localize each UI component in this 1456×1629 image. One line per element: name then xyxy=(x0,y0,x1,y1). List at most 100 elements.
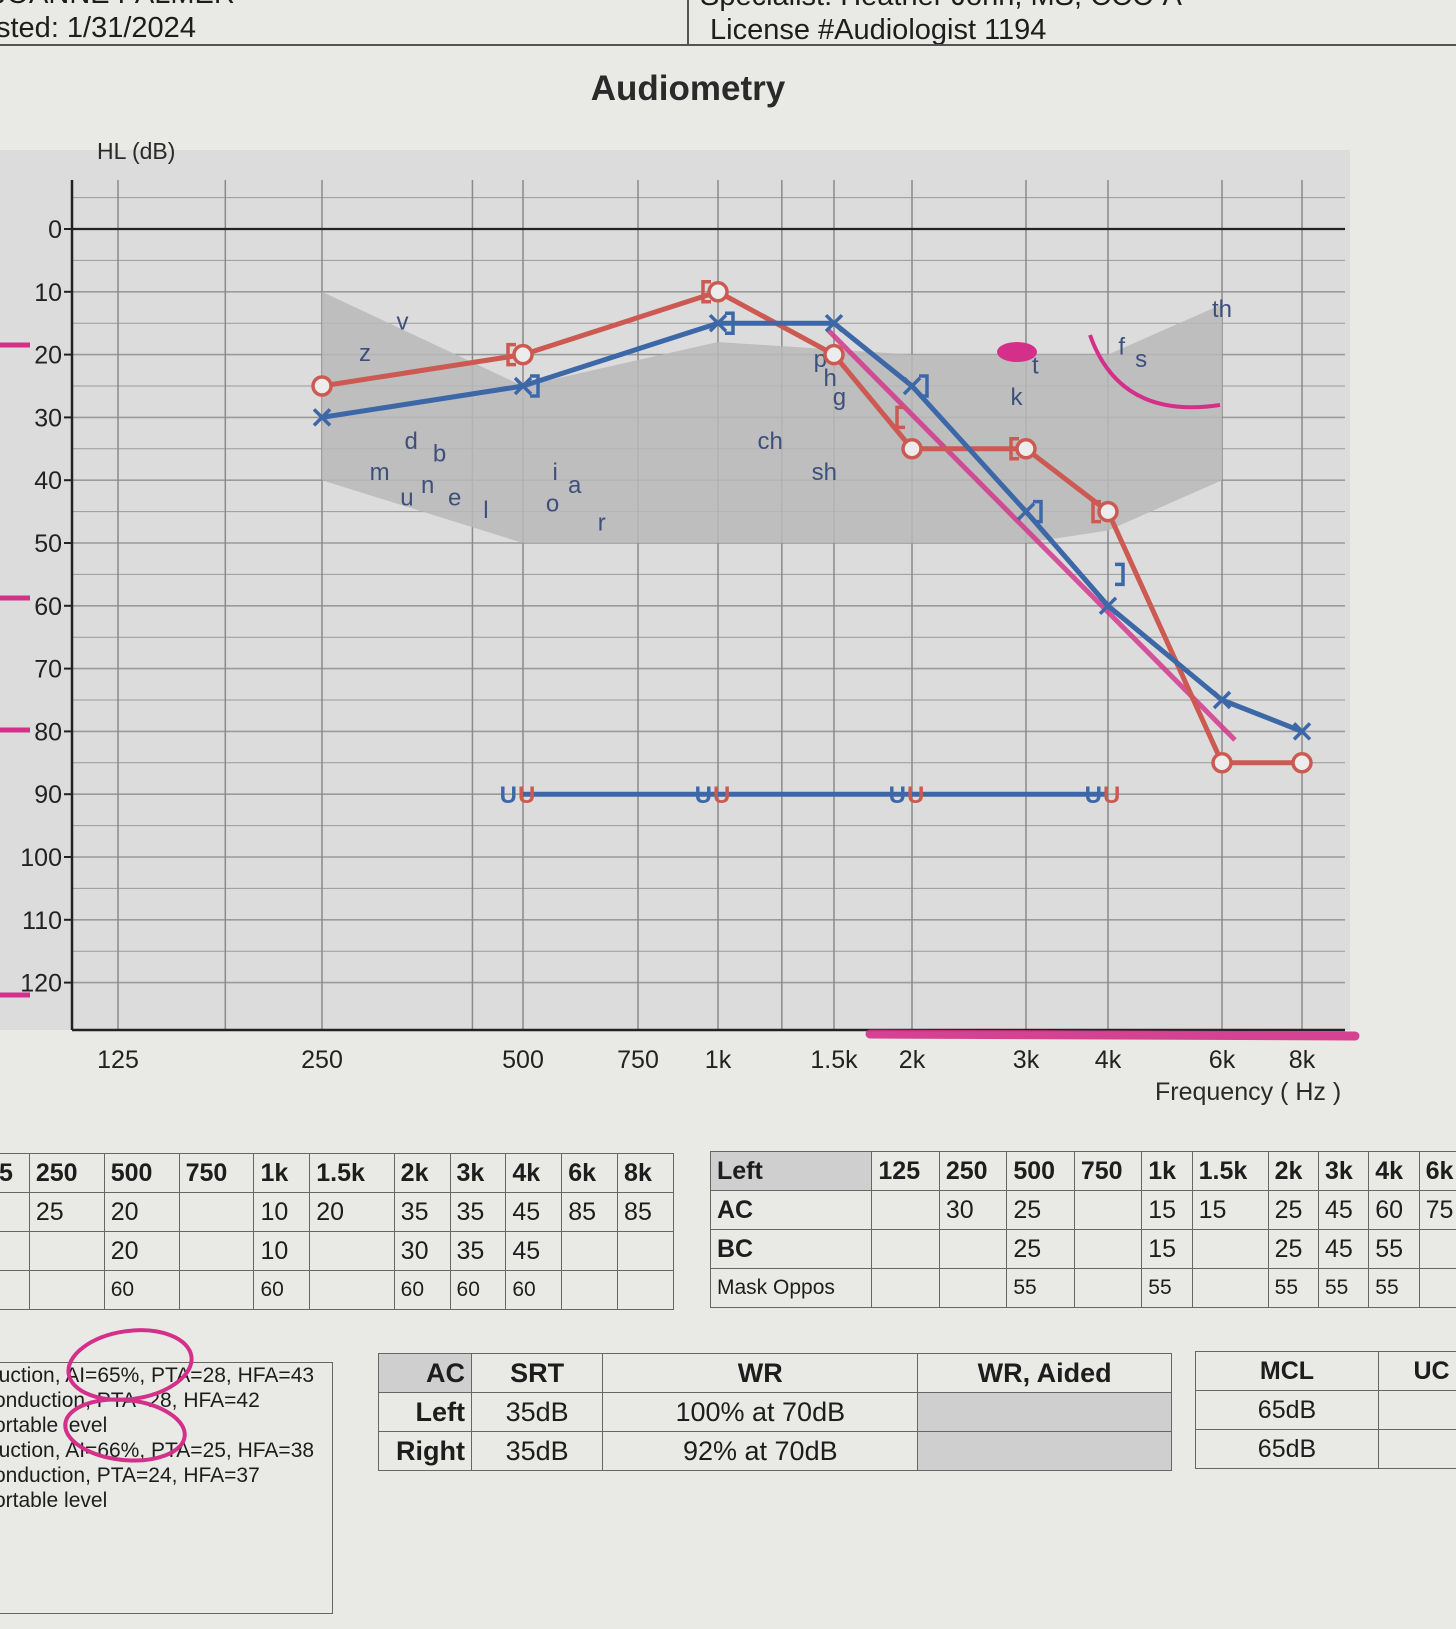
table-cell: 60 xyxy=(103,1270,180,1310)
table-cell: 20 xyxy=(309,1192,395,1232)
x-axis-label: Frequency ( Hz ) xyxy=(1155,1078,1341,1106)
row-label: AC xyxy=(709,1190,873,1230)
speech-table-header-srt: SRT xyxy=(470,1353,604,1393)
phoneme-label: b xyxy=(433,440,446,467)
masking-marker-left: U xyxy=(500,782,517,809)
phoneme-label: ch xyxy=(757,428,782,455)
license-number: License #Audiologist 1194 xyxy=(710,14,1047,46)
masking-marker-right: U xyxy=(1103,782,1120,809)
phoneme-label: t xyxy=(1032,352,1039,379)
note-line: luction, AI=65%, PTA=28, HFA=43 xyxy=(0,1364,315,1387)
table-cell: 25 xyxy=(1267,1190,1319,1230)
y-tick-label: 80 xyxy=(34,718,62,746)
table-cell: 55 xyxy=(1141,1268,1193,1308)
chart-plot-area xyxy=(0,150,1350,1030)
table-cell xyxy=(0,1192,30,1232)
phoneme-label: m xyxy=(370,459,390,486)
table-cell xyxy=(1073,1268,1143,1308)
right-table-header-cell: 8k xyxy=(617,1153,674,1193)
speech-table-header-wr: WR xyxy=(602,1353,919,1393)
phoneme-label: l xyxy=(483,497,488,524)
phoneme-label: u xyxy=(400,484,413,511)
phoneme-label: e xyxy=(448,484,461,511)
phoneme-label: o xyxy=(546,491,559,518)
phoneme-label: s xyxy=(1135,346,1147,373)
data-point-right_ac xyxy=(707,281,729,303)
table-cell xyxy=(0,1270,30,1310)
table-cell: 55 xyxy=(1317,1268,1370,1308)
right-table-header-cell: 6k xyxy=(561,1153,619,1193)
speech-table-right-row: Right 35dB 92% at 70dB xyxy=(378,1431,1172,1471)
table-cell xyxy=(871,1268,940,1308)
table-cell: 60 xyxy=(1368,1190,1420,1230)
left-table-header-cell: 125 xyxy=(871,1151,940,1191)
table-cell xyxy=(1073,1190,1143,1230)
y-tick-label: 20 xyxy=(34,342,62,370)
table-cell: 60 xyxy=(393,1270,451,1310)
row-label: Mask Oppos xyxy=(709,1268,873,1308)
table-cell: 25 xyxy=(28,1192,105,1232)
wr-aided-left-value xyxy=(917,1392,1172,1432)
table-cell xyxy=(938,1268,1008,1308)
data-point-left_ac xyxy=(708,313,728,333)
y-tick-label: 90 xyxy=(34,781,62,809)
speech-table-header-row: AC SRT WR WR, Aided xyxy=(378,1353,1172,1393)
table-cell xyxy=(1073,1229,1143,1269)
table-cell xyxy=(178,1270,255,1310)
right-table-header-row: 5 250 500 750 1k 1.5k 2k 3k 4k 6k 8k xyxy=(0,1153,674,1193)
data-point-right_ac xyxy=(1291,752,1313,774)
mcl-right-value: 65dB xyxy=(1195,1429,1379,1469)
table-cell xyxy=(938,1229,1008,1269)
data-point-left_ac xyxy=(1016,502,1036,521)
speech-row-label-right: Right xyxy=(378,1431,472,1471)
y-axis-label: HL (dB) xyxy=(97,138,175,164)
phoneme-label: i xyxy=(552,459,557,486)
highlighter-curve xyxy=(1088,334,1221,410)
table-cell: 45 xyxy=(505,1192,563,1232)
data-point-left_ac xyxy=(1098,596,1118,616)
highlighter-marks xyxy=(0,328,1360,1041)
masking-marker-left: U xyxy=(889,782,906,809)
data-point-left_ac xyxy=(513,376,533,396)
speech-results-table: AC SRT WR WR, Aided Left 35dB 100% at 70… xyxy=(378,1353,1172,1471)
data-point-right_bc xyxy=(895,405,905,430)
right-table-header-cell: 3k xyxy=(449,1153,507,1193)
highlighter-blot xyxy=(997,342,1037,362)
table-cell: 25 xyxy=(1006,1229,1075,1269)
table-cell xyxy=(178,1231,255,1271)
phoneme-label: th xyxy=(1212,296,1232,323)
data-point-right_ac xyxy=(901,438,923,460)
left-table-header-cell: 250 xyxy=(938,1151,1008,1191)
right-table-bc-row: 20 10 30 35 45 xyxy=(0,1231,674,1271)
wr-aided-right-value xyxy=(917,1431,1172,1471)
note-line: onduction, PTA=24, HFA=37 xyxy=(0,1464,260,1487)
note-line: ortable level xyxy=(0,1414,108,1437)
table-cell: 25 xyxy=(1006,1190,1075,1230)
left-table-header-cell: Left xyxy=(709,1151,873,1191)
left-table-header-cell: 4k xyxy=(1368,1151,1420,1191)
y-tick-label: 60 xyxy=(34,593,62,621)
srt-left-value: 35dB xyxy=(470,1392,604,1432)
table-cell: 25 xyxy=(1267,1229,1319,1269)
highlighter-circles xyxy=(63,1328,194,1463)
table-cell xyxy=(1418,1268,1456,1308)
data-point-right_ac xyxy=(512,343,534,366)
x-tick-label: 2k xyxy=(899,1046,926,1074)
table-cell xyxy=(871,1190,940,1230)
header-divider xyxy=(0,44,1456,46)
table-cell: 30 xyxy=(393,1231,451,1271)
masking-marker-left: U xyxy=(695,782,712,809)
chart-title: Audiometry xyxy=(591,69,786,108)
masking-marker-right: U xyxy=(713,782,730,809)
left-table-header-row: Left 125 250 500 750 1k 1.5k 2k 3k 4k 6k xyxy=(709,1151,1456,1191)
table-cell: 15 xyxy=(1191,1190,1269,1230)
table-cell: 35 xyxy=(449,1231,507,1271)
uc-left-value xyxy=(1378,1390,1456,1430)
mcl-left-value: 65dB xyxy=(1195,1390,1379,1430)
data-point-right_bc xyxy=(1009,437,1019,461)
left-ear-table: Left 125 250 500 750 1k 1.5k 2k 3k 4k 6k… xyxy=(709,1151,1456,1308)
table-cell xyxy=(561,1231,619,1271)
y-tick-label: 10 xyxy=(34,279,62,307)
data-point-right_ac xyxy=(1015,438,1037,460)
